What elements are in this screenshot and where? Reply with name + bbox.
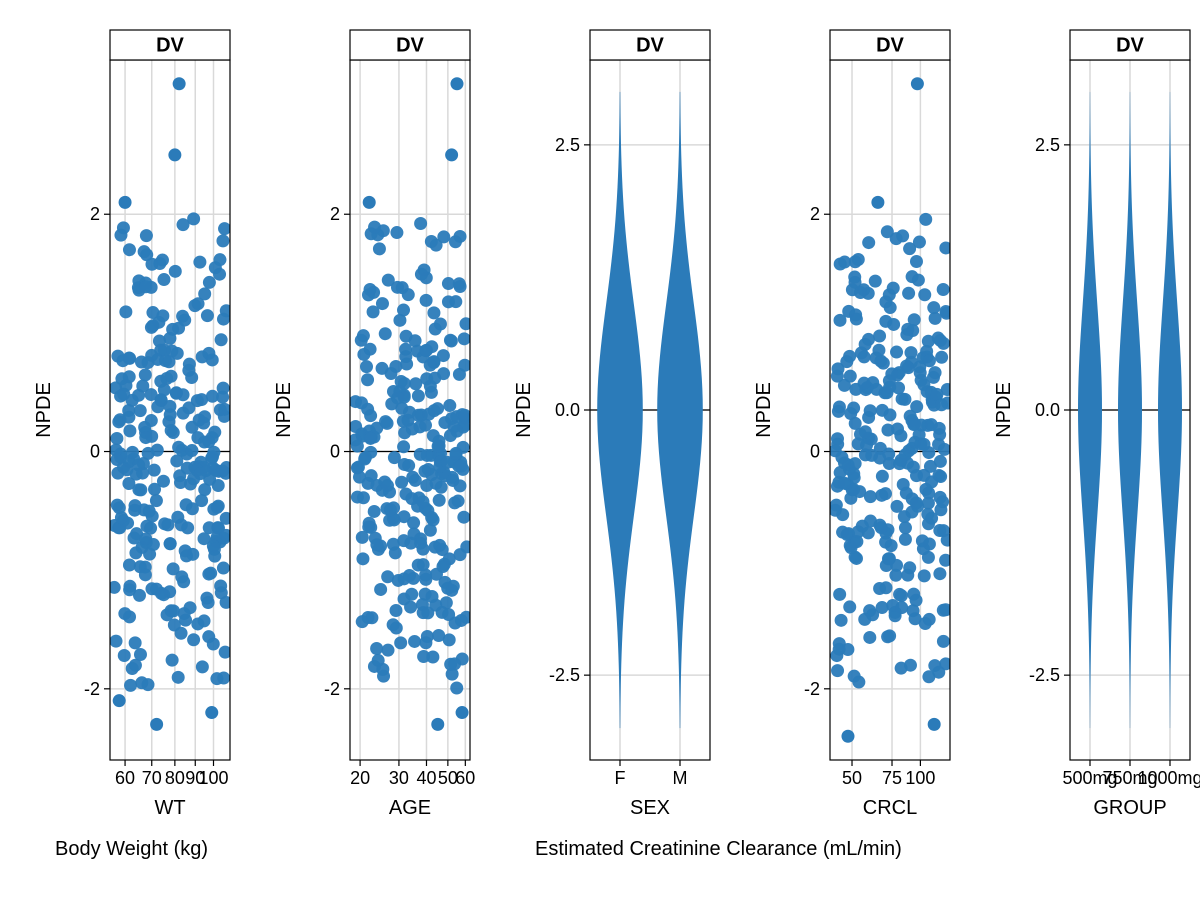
xtick-label: 80: [165, 768, 185, 788]
xtick-label: 70: [142, 768, 162, 788]
ytick-label: -2: [804, 679, 820, 699]
xtick-label: 40: [416, 768, 436, 788]
x-axis-label: CRCL: [863, 797, 917, 819]
x-axis-label: WT: [154, 797, 185, 819]
strip-label: DV: [876, 35, 904, 57]
ytick-label: 2: [330, 204, 340, 224]
ytick-label: -2: [84, 679, 100, 699]
ytick-label: 0: [810, 442, 820, 462]
x-axis-label: AGE: [389, 797, 431, 819]
ytick-label: 0: [330, 442, 340, 462]
strip-label: DV: [396, 35, 424, 57]
strip-label: DV: [636, 35, 664, 57]
xtick-label: 1000mg: [1137, 768, 1200, 788]
y-axis-label: NPDE: [33, 382, 55, 438]
ytick-label: -2.5: [549, 665, 580, 685]
chart-svg: DV-20260708090100NPDEWTDV-2022030405060N…: [0, 0, 1200, 900]
xtick-label: 30: [389, 768, 409, 788]
ytick-label: 0.0: [1035, 400, 1060, 420]
xtick-label: F: [615, 768, 626, 788]
ytick-label: 0.0: [555, 400, 580, 420]
y-axis-label: NPDE: [993, 382, 1015, 438]
ytick-label: 0: [90, 442, 100, 462]
ytick-label: 2.5: [555, 135, 580, 155]
xtick-label: 20: [350, 768, 370, 788]
x-axis-label: GROUP: [1093, 797, 1166, 819]
ytick-label: 2.5: [1035, 135, 1060, 155]
xtick-label: M: [673, 768, 688, 788]
ytick-label: 2: [90, 204, 100, 224]
xtick-label: 75: [882, 768, 902, 788]
xtick-label: 100: [198, 768, 228, 788]
bottom-extra-label-wt: Body Weight (kg): [55, 838, 208, 860]
strip-label: DV: [156, 35, 184, 57]
chart-container: DV-20260708090100NPDEWTDV-2022030405060N…: [0, 0, 1200, 900]
strip-label: DV: [1116, 35, 1144, 57]
xtick-label: 60: [115, 768, 135, 788]
xtick-label: 50: [842, 768, 862, 788]
bottom-extra-label-sex: Estimated Creatinine Clearance (mL/min): [535, 838, 902, 860]
y-axis-label: NPDE: [513, 382, 535, 438]
x-axis-label: SEX: [630, 797, 670, 819]
ytick-label: -2: [324, 679, 340, 699]
xtick-label: 100: [905, 768, 935, 788]
ytick-label: -2.5: [1029, 665, 1060, 685]
y-axis-label: NPDE: [273, 382, 295, 438]
xtick-label: 60: [455, 768, 475, 788]
y-axis-label: NPDE: [753, 382, 775, 438]
ytick-label: 2: [810, 204, 820, 224]
